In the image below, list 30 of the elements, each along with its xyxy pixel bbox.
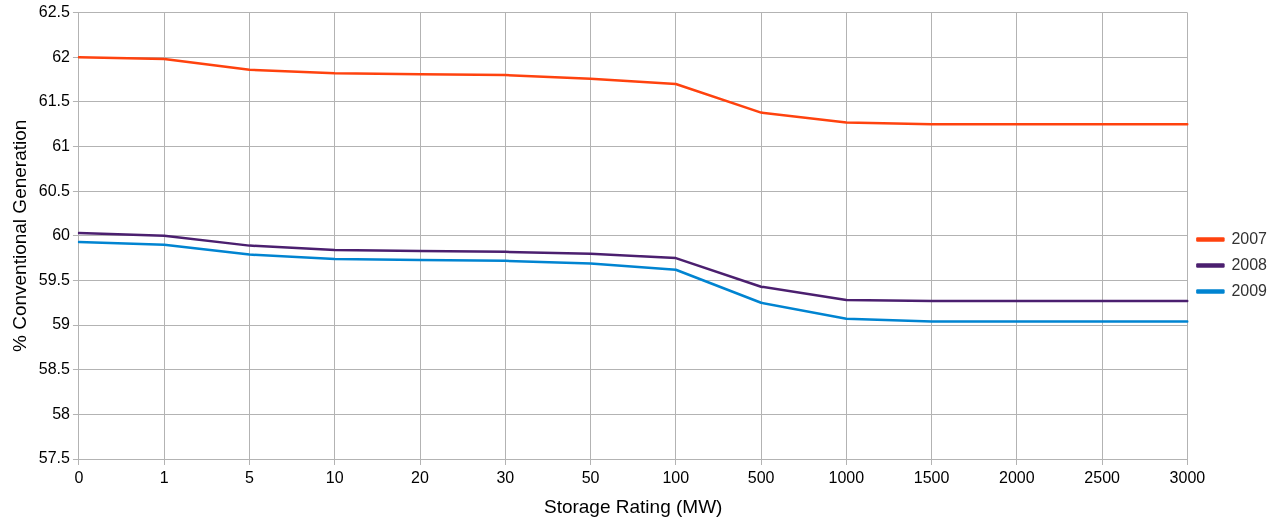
x-tick-label: 0 — [74, 469, 84, 487]
x-tick-label: 1000 — [828, 469, 865, 487]
y-tick-label: 60 — [52, 226, 71, 244]
y-tick-label: 62.5 — [38, 3, 71, 21]
x-tick-label: 2000 — [999, 469, 1035, 487]
legend-label: 2007 — [1231, 229, 1268, 247]
x-tick-label: 3000 — [1169, 469, 1206, 487]
y-tick-label: 58 — [52, 404, 71, 422]
y-tick-label: 59.5 — [38, 270, 71, 288]
x-tick-label: 5 — [245, 469, 255, 487]
y-tick-label: 62 — [52, 47, 71, 65]
x-tick-label: 50 — [581, 469, 600, 487]
x-tick-label: 20 — [411, 469, 430, 487]
y-tick-label: 61 — [52, 136, 71, 154]
y-tick-label: 57.5 — [38, 449, 71, 467]
x-tick-label: 500 — [747, 469, 775, 487]
y-tick-label: 58.5 — [38, 360, 71, 378]
x-tick-label: 1500 — [913, 469, 950, 487]
x-tick-label: 30 — [496, 469, 515, 487]
x-tick-label: 10 — [325, 469, 344, 487]
y-tick-label: 60.5 — [38, 181, 71, 199]
y-axis-title: % Conventional Generation — [8, 119, 30, 352]
legend-label: 2008 — [1231, 255, 1268, 273]
y-tick-label: 61.5 — [38, 92, 71, 110]
x-tick-label: 100 — [662, 469, 690, 487]
x-axis-title: Storage Rating (MW) — [543, 495, 723, 517]
legend-label: 2009 — [1231, 281, 1268, 299]
y-tick-label: 59 — [52, 315, 71, 333]
x-tick-label: 1 — [159, 469, 169, 487]
x-tick-label: 2500 — [1084, 469, 1121, 487]
